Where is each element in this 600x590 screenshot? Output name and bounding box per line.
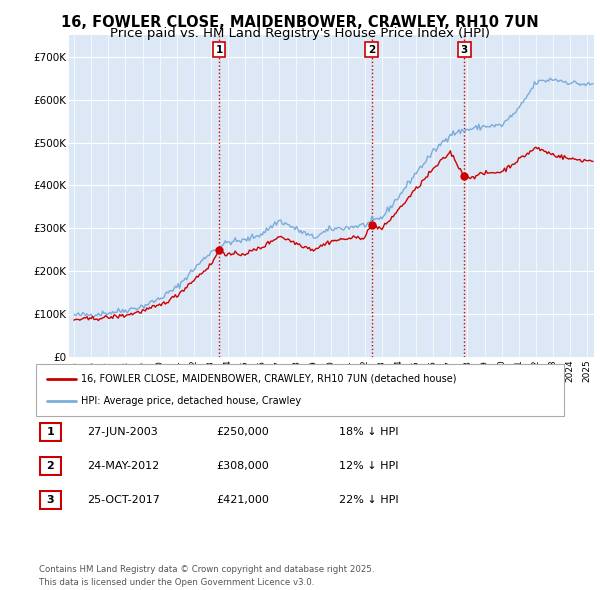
FancyBboxPatch shape: [40, 491, 61, 509]
Text: 3: 3: [47, 496, 54, 505]
Text: 18% ↓ HPI: 18% ↓ HPI: [339, 427, 398, 437]
Text: £250,000: £250,000: [216, 427, 269, 437]
Text: 22% ↓ HPI: 22% ↓ HPI: [339, 496, 398, 505]
Text: 2: 2: [368, 45, 375, 55]
Text: Price paid vs. HM Land Registry's House Price Index (HPI): Price paid vs. HM Land Registry's House …: [110, 27, 490, 40]
FancyBboxPatch shape: [40, 457, 61, 475]
Text: 2: 2: [47, 461, 54, 471]
Text: 24-MAY-2012: 24-MAY-2012: [87, 461, 159, 471]
Text: £308,000: £308,000: [216, 461, 269, 471]
Text: 25-OCT-2017: 25-OCT-2017: [87, 496, 160, 505]
Text: £421,000: £421,000: [216, 496, 269, 505]
Text: 27-JUN-2003: 27-JUN-2003: [87, 427, 158, 437]
Text: Contains HM Land Registry data © Crown copyright and database right 2025.
This d: Contains HM Land Registry data © Crown c…: [39, 565, 374, 587]
FancyBboxPatch shape: [40, 423, 61, 441]
Text: 1: 1: [215, 45, 223, 55]
Text: 16, FOWLER CLOSE, MAIDENBOWER, CRAWLEY, RH10 7UN (detached house): 16, FOWLER CLOSE, MAIDENBOWER, CRAWLEY, …: [81, 373, 457, 384]
FancyBboxPatch shape: [36, 364, 564, 416]
Text: 16, FOWLER CLOSE, MAIDENBOWER, CRAWLEY, RH10 7UN: 16, FOWLER CLOSE, MAIDENBOWER, CRAWLEY, …: [61, 15, 539, 30]
Text: 12% ↓ HPI: 12% ↓ HPI: [339, 461, 398, 471]
Text: HPI: Average price, detached house, Crawley: HPI: Average price, detached house, Craw…: [81, 396, 301, 407]
Text: 1: 1: [47, 427, 54, 437]
Text: 3: 3: [461, 45, 468, 55]
